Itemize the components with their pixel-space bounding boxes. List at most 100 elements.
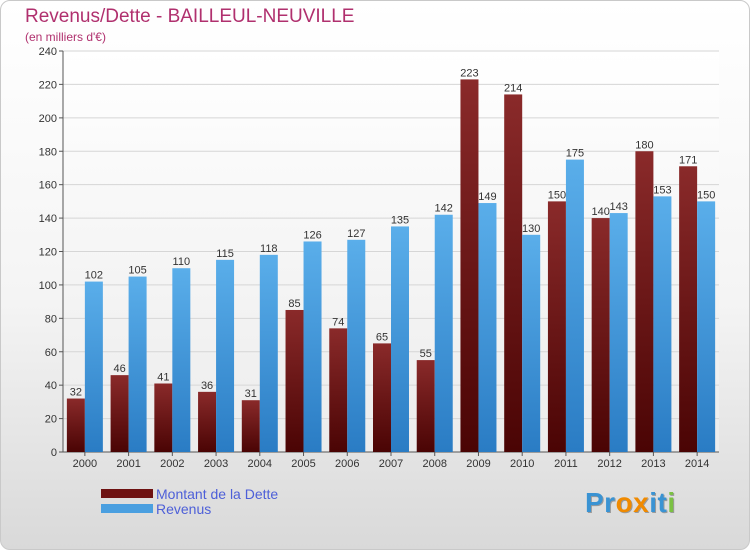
data-label-revenus-2006: 127 [347, 228, 365, 240]
legend-swatch-dette [101, 489, 153, 498]
bar-dette-2009 [460, 79, 479, 452]
data-label-revenus-2009: 149 [478, 191, 496, 203]
data-label-revenus-2014: 150 [697, 189, 715, 201]
data-label-revenus-2013: 153 [653, 184, 671, 196]
bar-dette-2000 [66, 398, 85, 452]
data-label-dette-2006: 74 [332, 316, 344, 328]
x-tick-label-2006: 2006 [335, 458, 359, 470]
x-tick-label-2007: 2007 [379, 458, 403, 470]
bar-dette-2002 [154, 383, 173, 452]
y-tick-label: 120 [39, 247, 57, 259]
x-tick-label-2014: 2014 [685, 458, 709, 470]
data-label-dette-2013: 180 [635, 139, 653, 151]
data-label-revenus-2003: 115 [216, 248, 234, 260]
bar-dette-2004 [241, 400, 260, 452]
y-tick-label: 0 [51, 447, 57, 459]
x-tick-label-2009: 2009 [466, 458, 490, 470]
x-tick-label-2005: 2005 [291, 458, 315, 470]
x-tick-label-2004: 2004 [248, 458, 272, 470]
data-label-dette-2014: 171 [679, 154, 697, 166]
logo-part-i2: i [667, 487, 676, 518]
bar-revenus-2014 [697, 201, 716, 452]
data-label-dette-2000: 32 [70, 387, 82, 399]
x-tick-label-2003: 2003 [204, 458, 228, 470]
logo-part-ox: ox [615, 487, 650, 518]
legend-swatch-revenus [101, 504, 153, 513]
data-label-dette-2002: 41 [157, 371, 169, 383]
data-label-dette-2005: 85 [288, 298, 300, 310]
x-tick-label-2012: 2012 [597, 458, 621, 470]
bar-dette-2012 [591, 218, 610, 452]
x-tick-label-2000: 2000 [73, 458, 97, 470]
y-tick-label: 240 [39, 46, 57, 58]
data-label-dette-2003: 36 [201, 380, 213, 392]
y-tick-label: 20 [45, 414, 57, 426]
bar-dette-2014 [679, 166, 698, 452]
data-label-dette-2007: 65 [376, 331, 388, 343]
x-tick-label-2011: 2011 [554, 458, 578, 470]
data-label-revenus-2005: 126 [303, 229, 321, 241]
bar-revenus-2004 [259, 254, 278, 452]
bar-revenus-2003 [216, 259, 235, 452]
data-label-dette-2010: 214 [504, 82, 522, 94]
bar-revenus-2006 [347, 239, 366, 452]
y-tick-label: 180 [39, 146, 57, 158]
legend-label-dette: Montant de la Dette [156, 486, 279, 502]
y-tick-label: 40 [45, 380, 57, 392]
data-label-dette-2012: 140 [591, 206, 609, 218]
bar-dette-2011 [547, 201, 566, 452]
bar-revenus-2002 [172, 268, 191, 452]
data-label-revenus-2007: 135 [391, 214, 409, 226]
y-tick-label: 60 [45, 347, 57, 359]
data-label-dette-2011: 150 [548, 189, 566, 201]
y-tick-label: 100 [39, 280, 57, 292]
bar-dette-2003 [198, 391, 217, 452]
bar-revenus-2007 [391, 226, 409, 452]
y-tick-label: 200 [39, 113, 57, 125]
data-label-revenus-2008: 142 [435, 203, 453, 215]
data-label-revenus-2002: 110 [173, 256, 191, 268]
y-tick-label: 80 [45, 313, 57, 325]
bar-revenus-2011 [565, 159, 584, 452]
bar-dette-2007 [373, 343, 391, 452]
bar-revenus-2012 [609, 213, 628, 452]
x-tick-label-2013: 2013 [641, 458, 665, 470]
bar-revenus-2009 [478, 203, 497, 452]
y-tick-label: 160 [39, 180, 57, 192]
bar-revenus-2010 [522, 234, 541, 452]
logo-part-pr: Pr [585, 487, 616, 518]
data-label-revenus-2010: 130 [522, 223, 540, 235]
bar-revenus-2001 [128, 276, 147, 452]
data-label-revenus-2001: 105 [128, 265, 146, 277]
data-label-revenus-2012: 143 [609, 201, 627, 213]
bar-dette-2005 [285, 309, 304, 452]
bar-revenus-2013 [653, 196, 672, 452]
bar-revenus-2008 [434, 214, 453, 452]
data-label-dette-2001: 46 [113, 363, 125, 375]
legend-label-revenus: Revenus [156, 501, 212, 517]
x-tick-label-2010: 2010 [510, 458, 534, 470]
data-label-revenus-2004: 118 [260, 243, 278, 255]
y-tick-label: 220 [39, 79, 57, 91]
proxiti-logo: Proxiti [585, 487, 676, 519]
bar-dette-2008 [416, 360, 435, 452]
chart-title: Revenus/Dette - BAILLEUL-NEUVILLE [25, 6, 355, 27]
logo-part-t: t [657, 487, 668, 518]
bar-dette-2010 [504, 94, 523, 453]
logo-part-i1: i [649, 487, 658, 518]
x-tick-label-2008: 2008 [422, 458, 446, 470]
data-label-revenus-2011: 175 [566, 148, 584, 160]
data-label-dette-2008: 55 [420, 348, 432, 360]
chart-subtitle: (en milliers d'€) [25, 30, 106, 44]
bar-revenus-2005 [303, 241, 322, 452]
x-tick-label-2002: 2002 [160, 458, 184, 470]
data-label-revenus-2000: 102 [85, 270, 103, 282]
y-tick-label: 140 [39, 213, 57, 225]
x-tick-label-2001: 2001 [116, 458, 140, 470]
bar-dette-2001 [110, 375, 129, 452]
data-label-dette-2009: 223 [460, 67, 478, 79]
bar-revenus-2000 [84, 281, 103, 452]
bar-dette-2006 [329, 328, 348, 452]
